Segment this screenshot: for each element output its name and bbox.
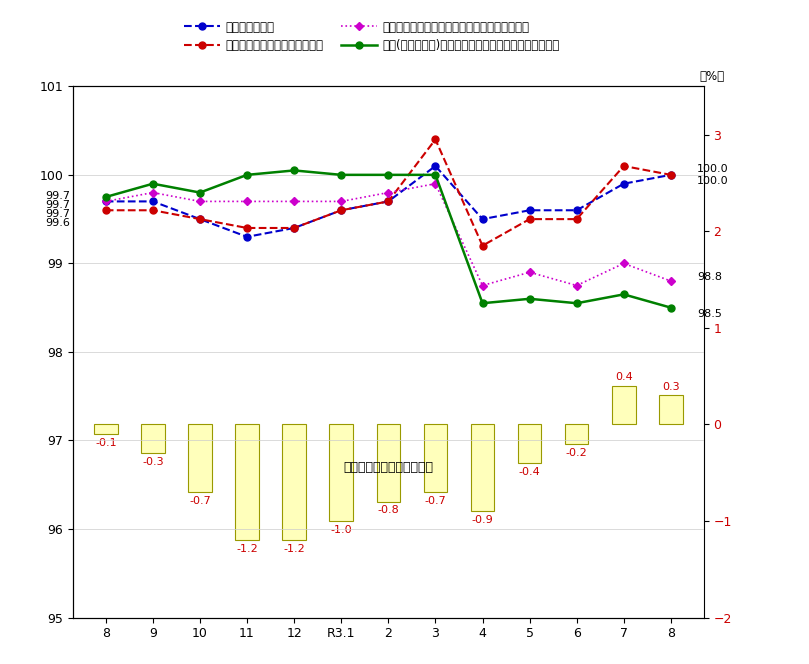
Bar: [612, 386, 636, 424]
Text: （%）: （%）: [699, 70, 724, 83]
Text: -0.3: -0.3: [142, 457, 163, 467]
Bar: [329, 424, 353, 521]
Text: -0.7: -0.7: [425, 496, 447, 506]
Text: 0.4: 0.4: [615, 372, 633, 382]
Bar: [94, 424, 117, 434]
Bar: [424, 424, 447, 492]
Bar: [565, 424, 588, 444]
Text: 99.7: 99.7: [45, 191, 70, 201]
Text: 100.0: 100.0: [697, 176, 728, 186]
Text: 99.7: 99.7: [45, 200, 70, 210]
Bar: [141, 424, 165, 454]
Text: -0.1: -0.1: [95, 438, 116, 448]
Text: 99.6: 99.6: [45, 218, 70, 228]
Bar: [471, 424, 494, 511]
Text: -0.4: -0.4: [519, 467, 540, 477]
Bar: [282, 424, 306, 540]
Text: -0.2: -0.2: [565, 448, 587, 457]
Text: -1.2: -1.2: [283, 544, 305, 554]
Text: 98.8: 98.8: [697, 272, 722, 282]
Text: 100.0: 100.0: [697, 163, 728, 174]
Text: -0.9: -0.9: [472, 515, 493, 525]
Bar: [188, 424, 212, 492]
Text: -0.8: -0.8: [378, 505, 399, 515]
Text: 総合前年同月比（右目盛）: 総合前年同月比（右目盛）: [343, 461, 434, 474]
Bar: [235, 424, 259, 540]
Text: 98.5: 98.5: [697, 309, 722, 319]
Bar: [518, 424, 541, 463]
Text: 99.7: 99.7: [45, 208, 70, 219]
Bar: [659, 395, 683, 424]
Text: -0.7: -0.7: [189, 496, 211, 506]
Text: -1.0: -1.0: [330, 525, 352, 535]
Text: 0.3: 0.3: [662, 382, 680, 392]
Bar: [376, 424, 400, 501]
Legend: 総合（左目盛）, 生鮮食品を除く総合（左目盛）, 生鮮食品及びエネルギーを除く総合（左目盛）, 食料(酒類を除く)及びエネルギーを除く総合（左目盛）: 総合（左目盛）, 生鮮食品を除く総合（左目盛）, 生鮮食品及びエネルギーを除く総…: [180, 16, 565, 57]
Text: -1.2: -1.2: [236, 544, 258, 554]
